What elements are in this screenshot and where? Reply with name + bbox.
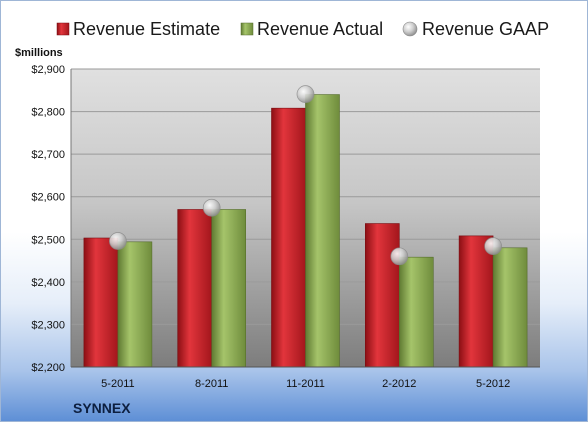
y-tick-label: $2,300 (31, 319, 65, 331)
y-tick-label: $2,600 (31, 192, 65, 204)
bar-revenue-estimate (271, 107, 306, 368)
y-tick-label: $2,700 (31, 149, 65, 161)
bar-revenue-actual (211, 209, 246, 368)
marker-revenue-gaap (296, 85, 315, 103)
bar-revenue-actual (492, 247, 528, 368)
legend-swatch-estimate (56, 22, 70, 36)
marker-revenue-gaap (484, 237, 502, 255)
legend-label-actual: Revenue Actual (257, 19, 383, 39)
bar-revenue-estimate (177, 209, 212, 368)
legend-item-gaap: Revenue GAAP (402, 19, 549, 39)
bar-revenue-estimate (364, 223, 400, 368)
x-tick-label: 11-2011 (286, 378, 325, 390)
legend-item-estimate: Revenue Estimate (56, 19, 220, 39)
legend-swatch-gaap (402, 21, 418, 37)
marker-revenue-gaap (202, 198, 221, 217)
x-axis: 5-2011 8-2011 11-2011 2-2012 5-2012 (71, 366, 540, 390)
y-axis-unit-label: $millions (15, 47, 63, 59)
y-axis: $2,200 $2,300 $2,400 $2,500 $2,600 $2,700 $2,8… (31, 64, 72, 374)
legend-label-estimate: Revenue Estimate (73, 19, 220, 39)
x-tick-label: 5-2012 (476, 378, 510, 390)
bar-revenue-actual (398, 256, 434, 368)
bar-revenue-estimate (458, 235, 494, 368)
company-name: SYNNEX (73, 400, 131, 416)
x-tick-label: 5-2011 (101, 378, 134, 390)
y-tick-label: $2,500 (31, 234, 65, 246)
bar-revenue-actual (117, 241, 153, 368)
y-tick-label: $2,400 (31, 277, 65, 289)
marker-revenue-gaap (109, 232, 127, 250)
y-tick-label: $2,200 (31, 362, 65, 374)
bars (83, 94, 528, 368)
legend-label-gaap: Revenue GAAP (422, 19, 549, 39)
y-tick-label: $2,900 (31, 64, 65, 76)
legend-item-actual: Revenue Actual (240, 19, 383, 39)
y-tick-label: $2,800 (31, 107, 65, 119)
marker-revenue-gaap (390, 247, 409, 266)
legend: Revenue Estimate Revenue Actual Revenue … (56, 19, 549, 39)
legend-swatch-actual (240, 22, 254, 36)
bar-revenue-actual (305, 94, 340, 368)
x-tick-label: 2-2012 (382, 378, 416, 390)
bar-revenue-estimate (83, 237, 119, 368)
x-tick-label: 8-2011 (195, 378, 228, 390)
gaap-markers (109, 85, 502, 266)
